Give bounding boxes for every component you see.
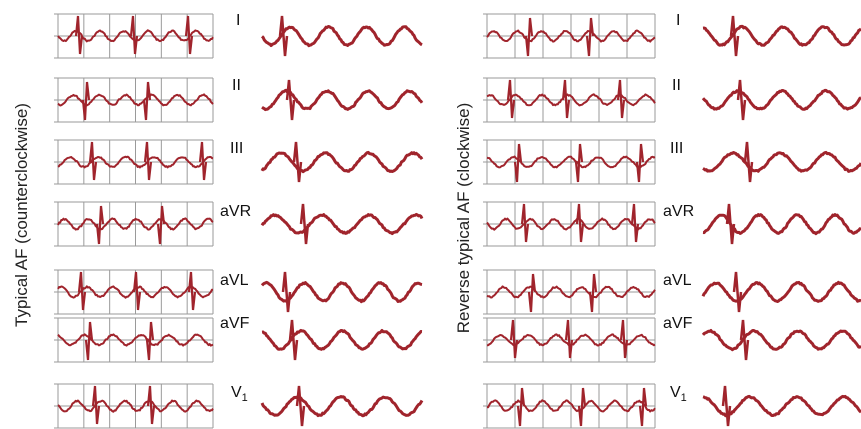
ecg-trace-grid: [57, 285, 213, 299]
ecg-trace-grid: [57, 217, 214, 231]
ecg-trace-plain: [260, 150, 424, 174]
qrs-spike: [619, 319, 629, 359]
qrs-spike: [198, 141, 208, 181]
qrs-spike: [588, 273, 598, 313]
ecg-trace-plain: [260, 212, 424, 236]
qrs-spike: [77, 271, 87, 311]
qrs-spike: [95, 205, 105, 245]
ecg-grid: [54, 77, 214, 123]
qrs-spike: [630, 203, 640, 243]
qrs-spike: [739, 319, 750, 361]
lead-label-II-right: II: [672, 77, 681, 94]
qrs-spike: [524, 17, 534, 57]
ecg-trace-plain: [260, 25, 423, 48]
qrs-spike: [736, 79, 747, 121]
qrs-spike: [91, 385, 101, 425]
ecg-grid: [54, 201, 214, 247]
ecg-trace-plain: [260, 395, 424, 418]
ecg-trace-grid: [486, 155, 656, 169]
ecg-trace-grid: [486, 217, 656, 231]
lead-label-aVL-left: aVL: [220, 272, 249, 289]
lead-label-aVR-right: aVR: [663, 203, 695, 220]
lead-label-III-right: III: [670, 140, 684, 157]
ecg-trace-grid: [57, 399, 214, 413]
qrs-spike: [145, 321, 155, 361]
qrs-spike: [520, 203, 530, 243]
lead-label-aVL-right: aVL: [663, 272, 692, 289]
ecg-trace-plain: [261, 328, 423, 351]
ecg-grid: [54, 383, 214, 429]
lead-label-III-left: III: [230, 140, 244, 157]
lead-label-I-left: I: [236, 12, 241, 29]
ecg-trace-grid: [486, 399, 656, 413]
qrs-spike: [132, 271, 142, 311]
ecg-trace-grid: [57, 155, 214, 169]
qrs-spike: [285, 79, 296, 121]
qrs-spike: [146, 385, 156, 425]
qrs-spike: [156, 205, 166, 245]
lead-label-I-right: I: [676, 12, 681, 29]
lead-label-aVF-left: aVF: [220, 315, 250, 332]
qrs-spike: [129, 15, 139, 55]
qrs-spike: [143, 141, 153, 181]
ecg-trace-plain: [702, 24, 861, 47]
qrs-spike: [299, 203, 310, 245]
qrs-spike: [732, 271, 743, 313]
ecg-grid: [483, 201, 656, 247]
qrs-spike: [516, 387, 526, 427]
lead-label-II-left: II: [232, 77, 241, 94]
qrs-spike: [729, 15, 740, 57]
qrs-spike: [721, 385, 732, 427]
qrs-spike: [506, 79, 516, 119]
lead-label-aVF-right: aVF: [663, 315, 693, 332]
qrs-spike: [509, 319, 519, 359]
ecg-trace-plain: [261, 88, 424, 112]
qrs-spike: [288, 319, 299, 361]
qrs-spike: [84, 321, 94, 361]
qrs-spike: [564, 319, 574, 359]
qrs-spike: [278, 15, 289, 57]
qrs-spike: [74, 15, 84, 55]
qrs-spike: [295, 385, 306, 427]
lead-label-V1-right: V1: [670, 384, 687, 405]
qrs-spike: [574, 143, 584, 183]
ecg-trace-grid: [486, 29, 656, 43]
qrs-spike: [281, 271, 292, 313]
qrs-spike: [292, 141, 303, 183]
ecg-trace-plain: [702, 150, 861, 173]
lead-label-aVR-left: aVR: [220, 203, 252, 220]
qrs-spike: [635, 143, 645, 183]
ecg-trace-plain: [701, 329, 861, 352]
qrs-spike: [638, 387, 648, 427]
qrs-spike: [513, 143, 523, 183]
qrs-spike: [527, 273, 537, 313]
ecg-grid: [483, 139, 656, 185]
ecg-trace-plain: [701, 280, 861, 303]
qrs-spike: [616, 79, 626, 119]
qrs-spike: [743, 141, 754, 183]
qrs-spike: [575, 203, 585, 243]
qrs-spike: [561, 79, 571, 119]
ecg-grid: [483, 383, 656, 429]
qrs-spike: [88, 141, 98, 181]
ecg-trace-plain: [701, 88, 861, 111]
qrs-spike: [577, 387, 587, 427]
ecg-trace-grid: [57, 333, 214, 347]
ecg-trace-grid: [486, 93, 656, 107]
qrs-spike: [81, 81, 91, 121]
lead-label-V1-left: V1: [231, 384, 248, 405]
qrs-spike: [187, 271, 197, 311]
ecg-trace-grid: [486, 285, 656, 299]
qrs-spike: [585, 17, 595, 57]
qrs-spike: [184, 15, 194, 55]
ecg-grid: [483, 13, 656, 59]
qrs-spike: [142, 81, 152, 121]
qrs-spike: [725, 203, 736, 245]
